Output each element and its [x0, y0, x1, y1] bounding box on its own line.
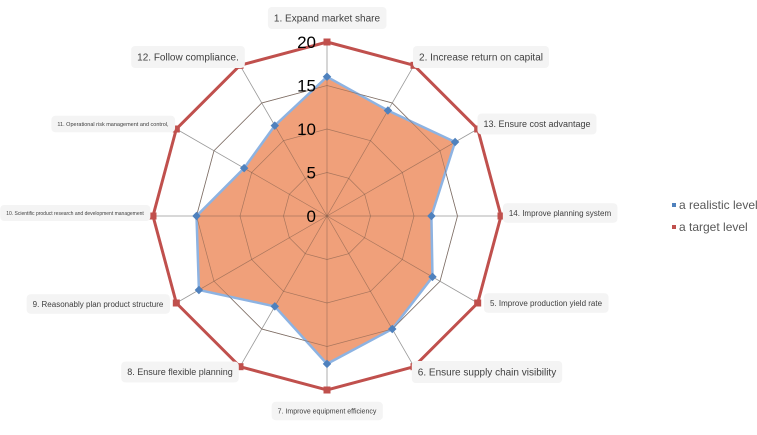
grid-spoke-overlay [243, 167, 328, 217]
category-label-bg [26, 294, 170, 314]
category-label-bg [51, 115, 176, 133]
grid-spoke-overlay [198, 215, 328, 291]
category-label: 7. Improve equipment efficiency [278, 408, 377, 415]
target-marker [323, 38, 331, 46]
target-marker [236, 363, 244, 371]
realistic-marker [270, 121, 280, 130]
realistic-marker [427, 211, 436, 221]
category-label: 10. Scientific product research and deve… [6, 211, 144, 217]
legend: a realistic level a target level [672, 194, 757, 238]
realistic-marker [322, 359, 332, 369]
category-label: 5. Improve production yield rate [490, 299, 603, 308]
grid-spoke-overlay [326, 141, 456, 217]
tick-label: 0 [307, 207, 316, 226]
target-marker [172, 125, 180, 133]
category-label-bg [121, 361, 239, 383]
target-marker [497, 212, 505, 220]
category-label-bg [411, 361, 563, 383]
category-label-bg [502, 203, 618, 223]
grid-spoke-overlay [326, 110, 389, 217]
legend-swatch [672, 225, 676, 229]
grid-spoke-overlay [274, 125, 328, 217]
series-realistic-area [195, 75, 457, 366]
target-marker [474, 299, 482, 307]
realistic-marker [428, 272, 437, 282]
category-label: 14. Improve planning system [509, 209, 612, 218]
category-label-bg [483, 293, 609, 313]
tick-label: 5 [307, 164, 316, 183]
tick-label: 20 [297, 33, 316, 52]
category-label: 6. Ensure supply chain visibility [418, 368, 556, 379]
category-label-bg [131, 46, 245, 68]
category-label-bg [477, 113, 597, 135]
category-label: 11. Operational risk management and cont… [57, 122, 169, 128]
grid-spoke-overlay [326, 215, 393, 330]
realistic-marker [270, 302, 280, 311]
realistic-marker [450, 137, 460, 147]
target-marker [149, 212, 157, 220]
target-marker [323, 386, 331, 394]
realistic-marker [388, 324, 397, 334]
realistic-marker [383, 106, 393, 115]
realistic-marker [322, 72, 332, 82]
category-label: 12. Follow compliance. [137, 53, 239, 64]
category-label: 9. Reasonably plan product structure [33, 300, 164, 309]
legend-item-realistic: a realistic level [672, 194, 757, 216]
category-label-bg [267, 7, 387, 29]
grid-spoke-overlay [326, 215, 433, 278]
category-label-bg [413, 46, 549, 68]
realistic-marker [239, 163, 249, 173]
category-label-bg [0, 205, 151, 221]
category-label: 13. Ensure cost advantage [483, 119, 590, 129]
legend-swatch [672, 203, 676, 207]
category-label: 8. Ensure flexible planning [127, 367, 233, 377]
target-marker [172, 299, 180, 307]
category-label: 1. Expand market share [274, 14, 381, 25]
category-label-bg [271, 401, 383, 421]
grid-spoke-overlay [274, 215, 328, 307]
category-label: 2. Increase return on capital [419, 53, 543, 64]
realistic-marker [194, 285, 204, 295]
legend-item-target: a target level [672, 216, 757, 238]
tick-label: 15 [297, 77, 316, 96]
realistic-marker [192, 211, 201, 221]
tick-label: 10 [297, 120, 316, 139]
